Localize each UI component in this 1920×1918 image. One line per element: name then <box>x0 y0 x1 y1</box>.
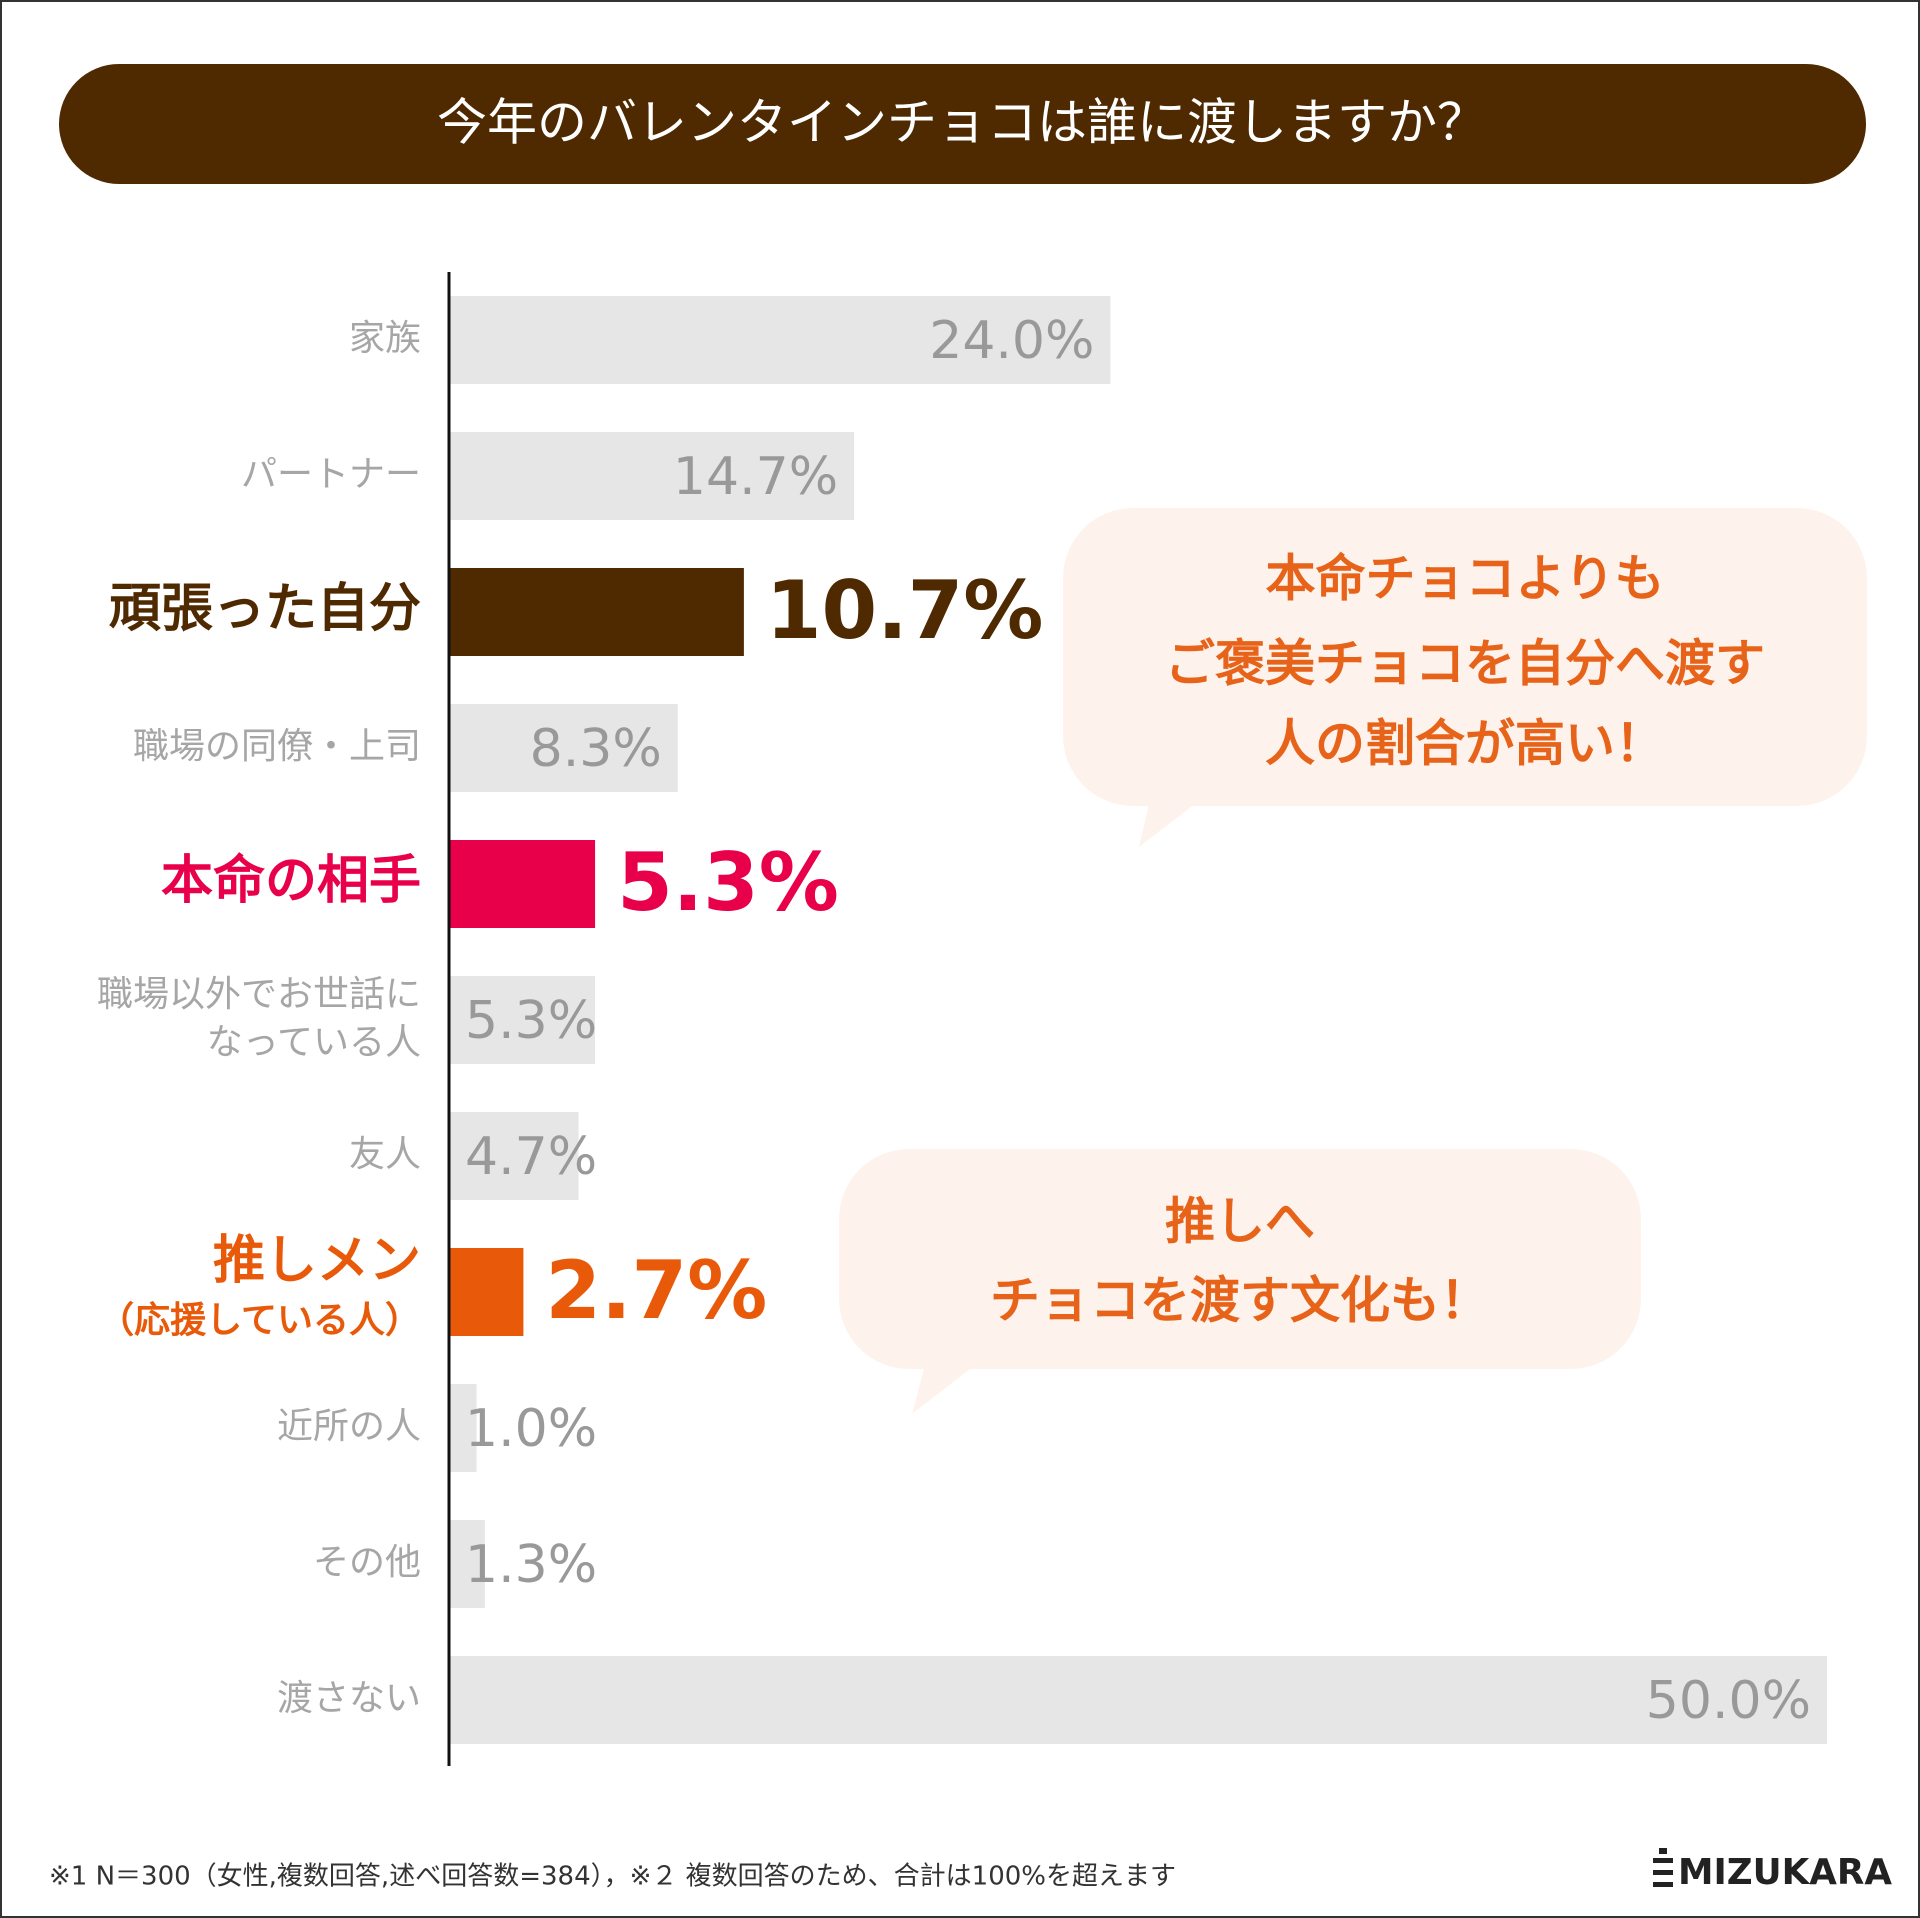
footnote: ※1 N＝300（女性,複数回答,述べ回答数=384），※２ 複数回答のため、合… <box>49 1862 1176 1892</box>
value-label: 1.3% <box>465 1535 597 1595</box>
category-label: 職場の同僚・上司 <box>133 726 421 767</box>
bar <box>449 1248 524 1336</box>
bar <box>449 1656 1827 1744</box>
category-label: 友人 <box>349 1134 421 1175</box>
category-label: パートナー <box>241 454 421 495</box>
category-label: 推しメン（応援している人） <box>98 1231 421 1341</box>
bar <box>449 840 596 928</box>
value-label: 10.7% <box>766 564 1044 657</box>
bar <box>449 296 1111 384</box>
value-label: 50.0% <box>1646 1671 1811 1731</box>
category-label: その他 <box>313 1542 421 1583</box>
bar <box>449 704 678 792</box>
bar <box>449 568 744 656</box>
value-label: 5.3% <box>617 836 839 929</box>
value-label: 5.3% <box>465 991 597 1051</box>
bar <box>449 1112 579 1200</box>
annotation: 人の割合が高い！ <box>1265 715 1665 773</box>
annotation: 推しへ <box>1165 1193 1315 1251</box>
chart-title: 今年のバレンタインチョコは誰に渡しますか？ <box>437 94 1487 152</box>
value-label: 1.0% <box>465 1399 597 1459</box>
bar <box>449 432 855 520</box>
annotation: チョコを渡す文化も！ <box>990 1272 1490 1330</box>
logo: MIZUKARA <box>1653 1848 1892 1893</box>
annotation: 本命チョコよりも <box>1266 550 1665 608</box>
category-label: 家族 <box>349 318 421 359</box>
category-label: 本命の相手 <box>161 851 421 911</box>
title-banner <box>59 64 1866 184</box>
value-label: 4.7% <box>465 1127 597 1187</box>
value-label: 8.3% <box>530 719 662 779</box>
value-label: 24.0% <box>929 311 1094 371</box>
annotation: ご褒美チョコを自分へ渡す <box>1165 635 1765 693</box>
bubble <box>1063 508 1867 847</box>
category-label: 近所の人 <box>277 1406 421 1447</box>
bar <box>449 976 596 1064</box>
bar <box>449 1520 485 1608</box>
bubble <box>839 1149 1641 1414</box>
category-label: 頑張った自分 <box>109 579 421 639</box>
bar <box>449 1384 477 1472</box>
category-label: 渡さない <box>277 1678 421 1719</box>
logo-text: MIZUKARA <box>1678 1852 1892 1893</box>
value-label: 2.7% <box>545 1244 767 1337</box>
value-label: 14.7% <box>673 447 838 507</box>
category-label: 職場以外でお世話になっている人 <box>97 974 421 1063</box>
